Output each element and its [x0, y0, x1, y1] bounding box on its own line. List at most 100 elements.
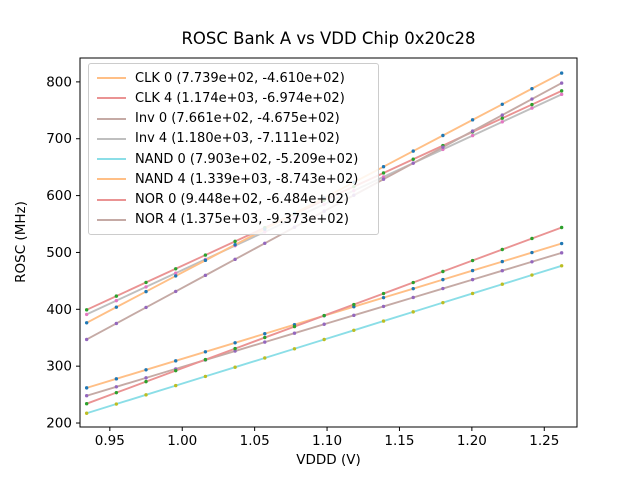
data-point-nor-0: [292, 324, 297, 329]
legend-line-swatch: [97, 117, 126, 120]
legend-item-nor-0: NOR 0 (9.448e+02, -6.484e+02): [97, 190, 370, 210]
data-point-nor-4: [411, 161, 415, 165]
data-point-clk-4: [559, 89, 564, 93]
data-point-inv-0: [441, 286, 445, 291]
legend-item-label: NOR 4 (1.375e+03, -9.373e+02): [135, 212, 349, 228]
data-point-nor-0: [84, 401, 89, 406]
data-point-inv-0: [381, 304, 386, 309]
data-point-nor-4: [500, 113, 504, 117]
data-point-clk-4: [530, 102, 534, 107]
data-point-clk-4: [114, 294, 119, 298]
legend-line-swatch: [97, 218, 126, 221]
x-tick-label: 1.15: [384, 433, 414, 449]
legend-item-label: NOR 0 (9.448e+02, -6.484e+02): [135, 192, 349, 208]
data-point-clk-4: [203, 253, 208, 257]
axes-spines: [79, 57, 578, 428]
data-point-inv-0: [411, 295, 415, 300]
data-point-nor-4: [470, 129, 475, 133]
y-tick-label: 200: [46, 416, 72, 432]
data-point-nor-0: [500, 247, 504, 252]
data-point-inv-0: [114, 385, 119, 389]
data-point-nor-0: [411, 280, 415, 285]
x-tick-label: 1.00: [167, 433, 197, 449]
data-point-nor-0: [441, 269, 445, 274]
data-point-clk-4: [144, 280, 148, 285]
data-point-nor-0: [174, 368, 178, 373]
legend-line-swatch: [97, 198, 126, 201]
data-point-clk-0: [263, 332, 267, 336]
data-point-nand-0: [352, 328, 356, 332]
data-point-inv-0: [322, 322, 326, 326]
data-point-inv-0: [233, 349, 237, 353]
data-point-clk-4: [84, 308, 89, 312]
data-point-nor-0: [233, 346, 237, 351]
chart-title: ROSC Bank A vs VDD Chip 0x20c28: [181, 29, 476, 48]
data-point-clk-0: [233, 341, 237, 345]
data-point-inv-4: [530, 106, 534, 110]
data-point-nor-4: [559, 81, 564, 85]
data-point-nand-0: [84, 411, 89, 415]
data-point-inv-4: [84, 312, 89, 317]
data-point-clk-4: [233, 239, 237, 244]
data-point-nand-4: [530, 86, 534, 91]
x-tick-label: 1.25: [529, 433, 559, 449]
data-point-clk-0: [114, 377, 119, 381]
data-point-nand-0: [203, 374, 208, 379]
data-point-clk-0: [381, 295, 386, 300]
x-tick-label: 0.95: [95, 433, 125, 449]
x-tick-label: 1.10: [312, 433, 342, 449]
legend-item-inv-0: Inv 0 (7.661e+02, -4.675e+02): [97, 109, 370, 129]
data-point-nand-4: [203, 258, 208, 263]
y-tick-label: 300: [46, 359, 72, 375]
data-point-clk-0: [470, 268, 475, 273]
data-point-nor-0: [203, 357, 208, 362]
data-point-nand-4: [441, 133, 445, 138]
data-point-clk-4: [174, 267, 178, 271]
data-point-nand-0: [233, 365, 237, 369]
y-axis-label: ROSC (MHz): [13, 201, 29, 283]
legend-item-inv-4: Inv 4 (1.180e+03, -7.111e+02): [97, 129, 370, 149]
y-tick-label: 600: [46, 188, 72, 204]
data-point-clk-0: [144, 368, 148, 372]
data-point-inv-0: [84, 394, 89, 398]
data-point-nor-0: [352, 302, 356, 307]
data-point-clk-4: [411, 157, 415, 161]
legend-item-label: Inv 4 (1.180e+03, -7.111e+02): [135, 131, 340, 147]
data-point-nand-4: [381, 165, 386, 169]
data-point-nor-4: [114, 321, 119, 326]
legend-line-swatch: [97, 137, 126, 140]
data-point-inv-4: [114, 298, 119, 303]
data-point-inv-4: [144, 285, 148, 289]
data-point-clk-0: [559, 241, 564, 246]
data-point-nor-4: [144, 305, 148, 310]
data-point-inv-4: [174, 271, 178, 275]
data-point-inv-0: [352, 313, 356, 318]
data-point-nor-0: [559, 225, 564, 230]
data-point-inv-4: [381, 175, 386, 179]
data-point-clk-0: [411, 286, 415, 291]
data-point-nand-4: [114, 305, 119, 309]
data-point-nor-4: [441, 145, 445, 149]
legend-item-label: Inv 0 (7.661e+02, -4.675e+02): [135, 111, 340, 127]
data-point-clk-4: [500, 116, 504, 120]
data-point-nand-0: [559, 264, 564, 268]
data-point-nor-4: [381, 177, 386, 181]
data-point-nand-0: [322, 337, 326, 342]
data-point-nand-0: [174, 383, 178, 388]
data-point-nor-4: [84, 337, 89, 342]
data-point-clk-0: [174, 359, 178, 363]
data-point-inv-0: [263, 340, 267, 344]
x-tick-label: 1.05: [240, 433, 270, 449]
legend-item-nor-4: NOR 4 (1.375e+03, -9.373e+02): [97, 210, 370, 230]
data-point-inv-0: [144, 376, 148, 380]
data-point-nand-0: [500, 282, 504, 286]
data-point-nand-4: [233, 243, 237, 247]
legend-item-clk-0: CLK 0 (7.739e+02, -4.610e+02): [97, 68, 370, 88]
y-tick-label: 500: [46, 245, 72, 261]
data-point-inv-0: [559, 251, 564, 255]
y-tick-label: 700: [46, 131, 72, 147]
x-axis-label: VDDD (V): [296, 452, 361, 468]
data-point-nand-4: [500, 102, 504, 106]
x-tick-label: 1.20: [457, 433, 487, 449]
